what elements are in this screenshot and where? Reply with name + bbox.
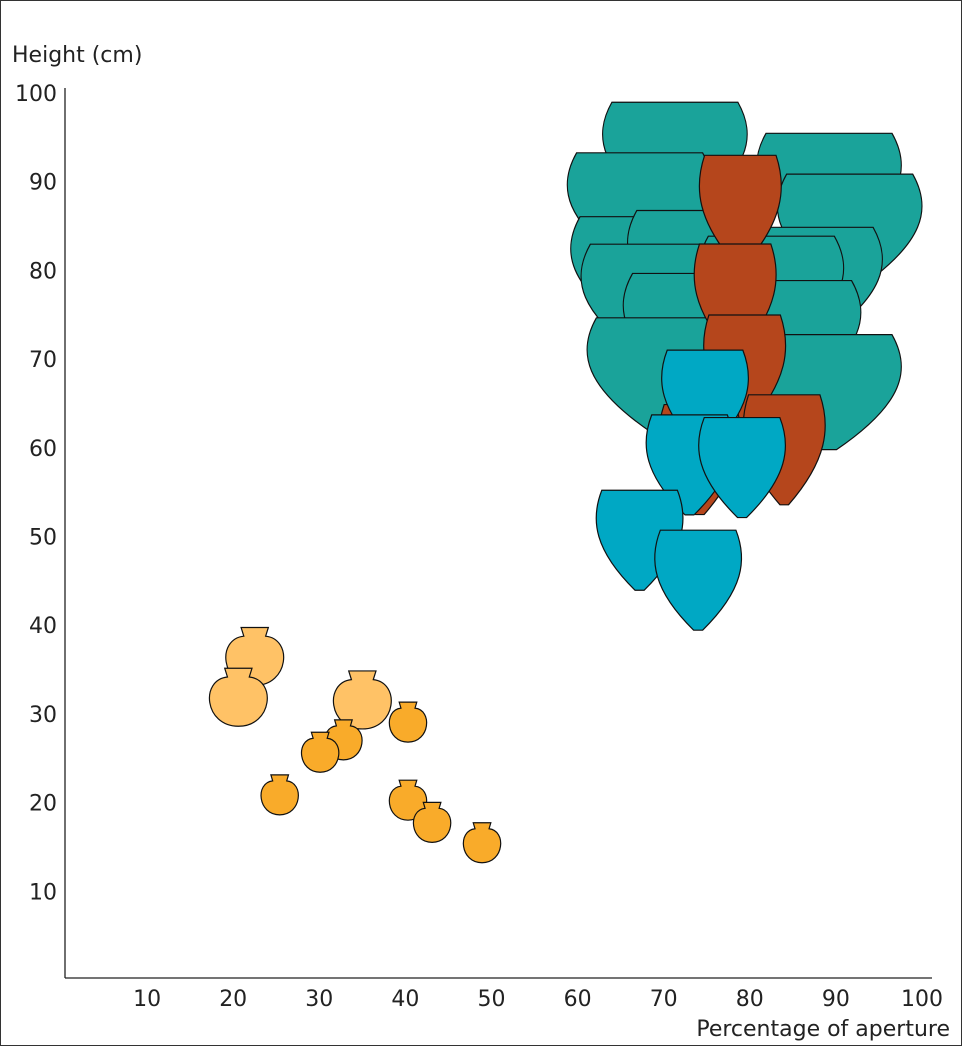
vessel-point: [208, 667, 268, 727]
y-tick-label: 100: [15, 82, 57, 107]
vessel-point: [332, 670, 392, 730]
x-tick-label: 80: [736, 987, 764, 1012]
vessel-point: [388, 701, 428, 743]
vessel-point: [300, 731, 340, 773]
x-tick-label: 30: [305, 987, 333, 1012]
vessel-point: [388, 779, 428, 821]
y-tick-label: 50: [29, 526, 57, 551]
y-tick-label: 20: [29, 792, 57, 817]
vessel-point: [654, 529, 743, 631]
x-tick-label: 40: [391, 987, 419, 1012]
vessel-point: [412, 801, 452, 843]
x-tick-label: 50: [478, 987, 506, 1012]
x-tick-label: 100: [901, 987, 943, 1012]
vessel-point: [260, 774, 299, 816]
y-tick-label: 80: [29, 259, 57, 284]
x-tick-label: 10: [133, 987, 161, 1012]
y-tick-label: 70: [29, 348, 57, 373]
y-tick-label: 40: [29, 614, 57, 639]
y-tick-label: 10: [29, 880, 57, 905]
vessel-point: [698, 416, 787, 519]
vessel-point: [462, 822, 502, 864]
y-tick-label: 30: [29, 703, 57, 728]
x-axis-label: Percentage of aperture: [696, 1017, 950, 1042]
x-tick-label: 20: [219, 987, 247, 1012]
y-tick-label: 60: [29, 437, 57, 462]
y-tick-label: 90: [29, 171, 57, 196]
x-tick-label: 70: [650, 987, 678, 1012]
y-axis-label: Height (cm): [12, 43, 142, 68]
x-tick-label: 90: [822, 987, 850, 1012]
x-tick-label: 60: [564, 987, 592, 1012]
